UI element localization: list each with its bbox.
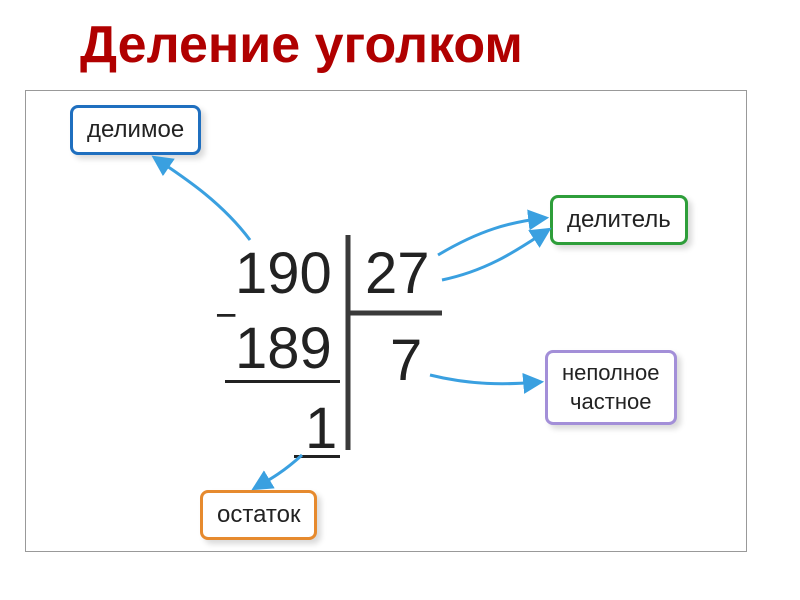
num-divisor: 27 <box>365 245 430 303</box>
page-title: Деление уголком <box>80 15 523 75</box>
num-dividend: 190 <box>235 245 332 303</box>
num-remainder: 1 <box>305 400 337 458</box>
num-quotient: 7 <box>390 332 422 390</box>
num-partial: 189 <box>235 320 332 378</box>
label-quotient-line2: частное <box>562 388 660 417</box>
label-remainder: остаток <box>200 490 317 540</box>
label-divisor: делитель <box>550 195 688 245</box>
underline-partial <box>225 380 340 383</box>
label-quotient: неполное частное <box>545 350 677 425</box>
content-frame <box>25 90 747 552</box>
underline-remainder <box>294 455 340 458</box>
label-dividend: делимое <box>70 105 201 155</box>
label-quotient-line1: неполное <box>562 359 660 388</box>
minus-sign: − <box>215 295 237 338</box>
